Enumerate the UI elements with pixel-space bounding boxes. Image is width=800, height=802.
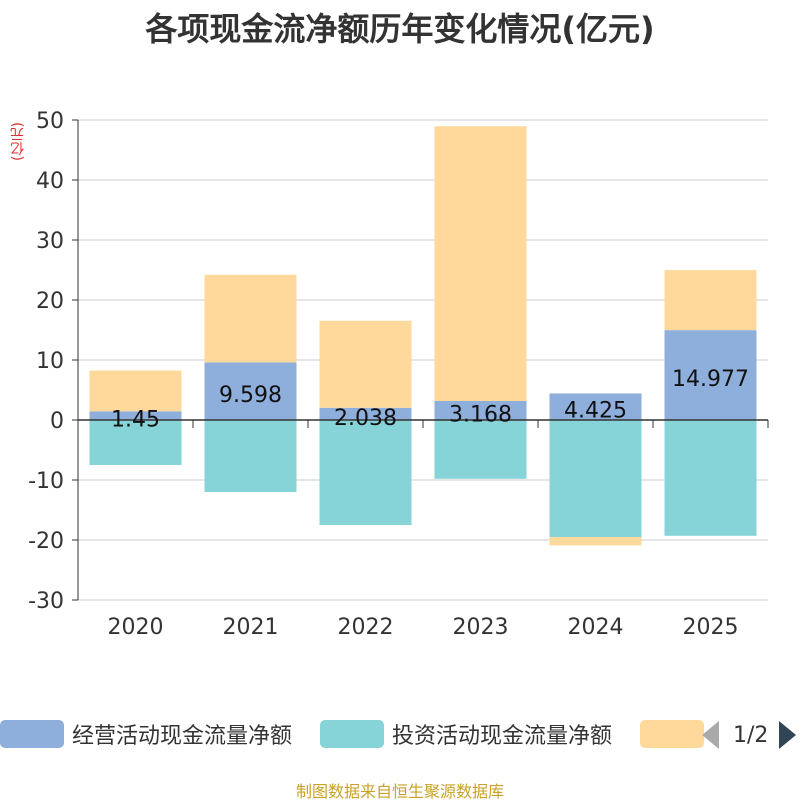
data-label: 1.45 [111,408,160,433]
bar-operating-2022 [319,407,412,420]
x-tick-label: 2022 [338,615,394,640]
legend-label-investing: 投资活动现金流量净额 [392,724,613,749]
y-tick-label: 20 [36,289,64,314]
bar-operating-2024 [549,393,642,420]
y-tick-label: 0 [50,409,64,434]
legend-item-operating[interactable]: 经营活动现金流量净额 [0,720,293,749]
legend-item-investing[interactable]: 投资活动现金流量净额 [320,720,613,749]
legend-item-financing[interactable] [640,720,704,748]
bar-investing-2022 [319,420,412,525]
legend: 经营活动现金流量净额 投资活动现金流量净额 1/2 [0,712,800,756]
y-tick-label: 10 [36,349,64,374]
x-tick-label: 2023 [453,615,509,640]
chevron-right-icon[interactable] [779,721,797,749]
legend-swatch-investing [320,720,384,748]
y-tick-label: 50 [36,109,64,134]
x-tick-label: 2025 [683,615,739,640]
bar-financing-2022 [319,320,412,408]
y-tick-label: 40 [36,169,64,194]
bar-investing-2024 [549,420,642,537]
data-label: 2.038 [334,406,397,431]
bar-financing-2025 [664,270,757,331]
bar-investing-2023 [434,420,527,479]
chevron-left-icon[interactable] [702,721,719,749]
bar-financing-2023 [434,126,527,401]
bar-investing-2020 [89,420,182,465]
y-tick-label: -30 [28,589,64,614]
x-tick-label: 2024 [568,615,624,640]
legend-page-indicator: 1/2 [733,722,769,748]
data-label: 14.977 [672,367,749,392]
legend-swatch-operating [0,720,64,748]
bar-financing-2021 [204,274,297,363]
legend-swatch-financing [640,720,704,748]
bar-financing-2024 [549,537,642,546]
data-label: 3.168 [449,402,512,427]
y-tick-label: 30 [36,229,64,254]
bar-operating-2023 [434,400,527,420]
x-tick-label: 2020 [108,615,164,640]
legend-label-operating: 经营活动现金流量净额 [72,724,293,749]
bar-investing-2021 [204,420,297,492]
bar-financing-2020 [89,370,182,412]
y-tick-label: -10 [28,469,64,494]
chart-title: 各项现金流净额历年变化情况(亿元) [145,10,655,48]
source-note: 制图数据来自恒生聚源数据库 [295,782,504,801]
bar-investing-2025 [664,420,757,536]
bar-operating-2025 [664,330,757,420]
x-tick-label: 2021 [223,615,279,640]
data-label: 4.425 [564,399,627,424]
data-label: 9.598 [219,383,282,408]
bar-operating-2020 [89,411,182,420]
legend-pager: 1/2 [702,720,797,750]
y-tick-label: -20 [28,529,64,554]
bar-operating-2021 [204,362,297,420]
